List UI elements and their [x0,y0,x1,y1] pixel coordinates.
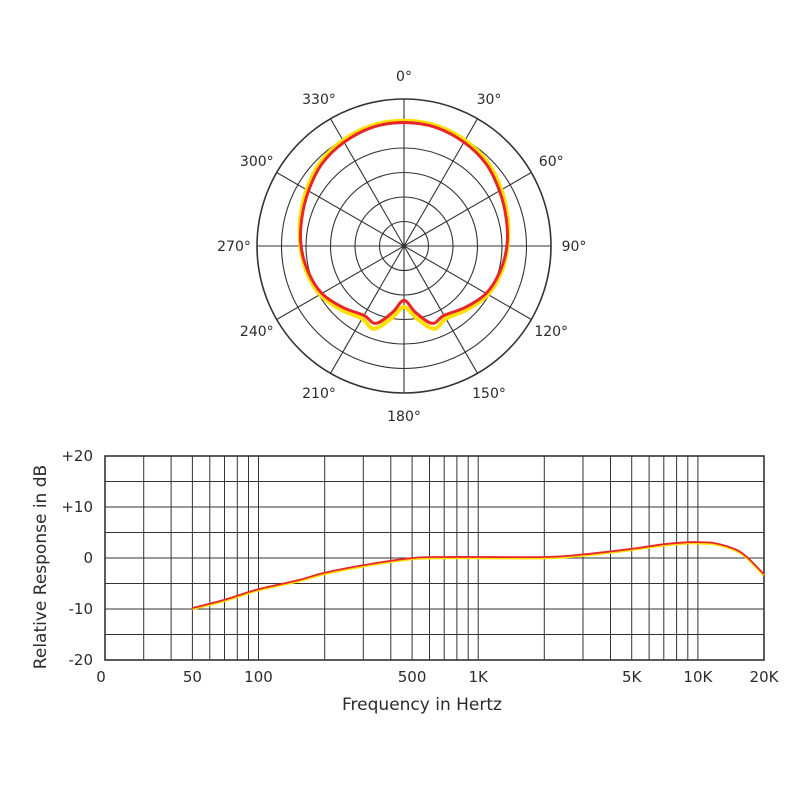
polar-grid [256,98,552,394]
polar-series-group [297,118,511,331]
polar-series-line [297,118,511,331]
y-tick-label: +20 [61,447,93,465]
polar-angle-label: 180° [387,409,421,425]
polar-angle-label: 150° [472,386,506,402]
polar-spoke [276,245,405,320]
x-tick-label: 20K [750,668,780,686]
polar-spoke [403,118,478,247]
frequency-series-line [192,541,765,611]
polar-series-line [298,121,510,325]
polar-spoke [403,245,532,320]
polar-angle-label: 270° [217,239,251,255]
y-tick-label: -20 [69,651,94,669]
polar-angle-labels: 0° 30° 60° 90° 120° 150° 180° 210° 240° 270° 300° 3… [217,69,586,425]
x-tick-label: 100 [244,668,273,686]
y-tick-label: +10 [61,498,93,516]
x-axis-title: Frequency in Hertz [342,695,502,715]
x-tick-label: 5K [622,668,643,686]
y-axis-title: Relative Response in dB [31,465,51,669]
polar-angle-label: 30° [477,92,502,108]
polar-angle-label: 210° [302,386,336,402]
polar-angle-label: 240° [240,324,274,340]
polar-angle-label: 0° [396,69,412,85]
x-tick-label: 1K [469,668,490,686]
frequency-series-group [192,541,765,611]
polar-spoke [330,245,405,374]
y-tick-label: -10 [69,600,94,618]
x-tick-label: 10K [683,668,713,686]
frequency-series-line [192,541,765,609]
x-tick-label: 50 [183,668,202,686]
frequency-grid [104,455,765,661]
polar-angle-label: 90° [562,239,587,255]
x-tick-label: 0 [96,668,106,686]
polar-spoke [276,172,405,247]
polar-angle-label: 330° [302,92,336,108]
polar-pattern-chart: 0° 30° 60° 90° 120° 150° 180° 210° 240° 270° 300° 3… [217,69,586,425]
polar-spoke [403,245,478,374]
polar-spoke [330,118,405,247]
frequency-tick-labels: 0 50 100 500 1K 5K 10K 20K +20 +10 0 -10 -20 [61,447,779,686]
polar-spoke [403,172,532,247]
frequency-response-chart: 0 50 100 500 1K 5K 10K 20K +20 +10 0 -10 -20 Frequen… [31,447,780,715]
polar-angle-label: 60° [539,154,564,170]
y-tick-label: 0 [83,549,93,567]
polar-angle-label: 120° [534,324,568,340]
polar-angle-label: 300° [240,154,274,170]
x-tick-label: 500 [398,668,427,686]
